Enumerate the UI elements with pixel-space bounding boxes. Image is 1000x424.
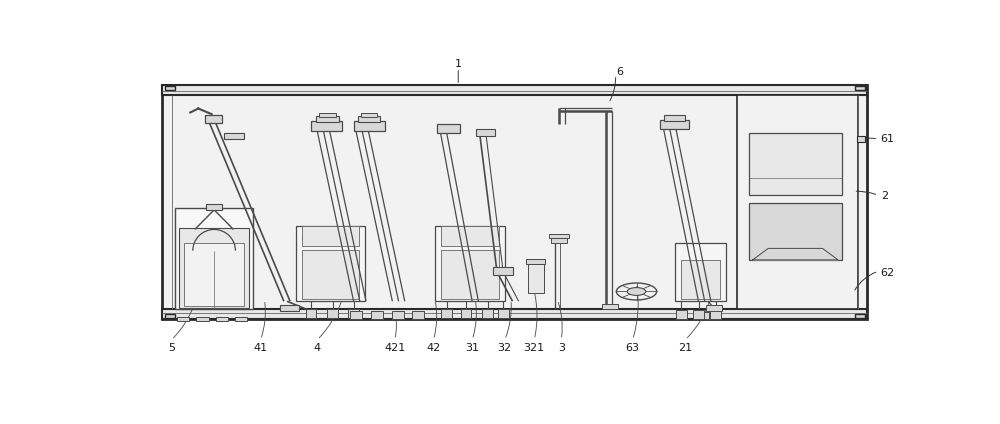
Text: 42: 42 <box>426 343 441 353</box>
Bar <box>706 305 722 311</box>
Bar <box>216 317 228 321</box>
Bar <box>693 310 704 318</box>
Bar <box>196 317 209 321</box>
Bar <box>660 120 689 129</box>
Text: 63: 63 <box>626 343 640 353</box>
Text: 31: 31 <box>465 343 479 353</box>
Bar <box>749 132 842 195</box>
Bar <box>549 234 569 237</box>
Bar <box>224 132 244 139</box>
Bar <box>392 311 404 318</box>
Bar <box>676 310 687 318</box>
Bar <box>235 317 247 321</box>
Bar <box>316 116 339 122</box>
Bar <box>162 85 867 319</box>
Bar <box>855 86 865 90</box>
Bar <box>179 228 249 308</box>
Bar <box>476 128 495 136</box>
Bar <box>437 124 460 132</box>
Bar <box>857 137 865 142</box>
Bar <box>358 116 380 122</box>
Bar <box>675 243 726 301</box>
Text: 4: 4 <box>314 343 321 353</box>
Bar <box>162 85 867 95</box>
Bar <box>302 226 359 246</box>
Bar <box>319 113 336 117</box>
Bar <box>205 114 222 123</box>
Bar <box>302 250 359 298</box>
Bar <box>493 268 512 274</box>
Bar <box>327 310 338 318</box>
Bar <box>296 226 365 301</box>
Text: 32: 32 <box>498 343 512 353</box>
Circle shape <box>627 287 646 296</box>
Polygon shape <box>753 248 838 260</box>
Bar <box>551 237 567 243</box>
Bar <box>681 259 720 298</box>
Bar <box>441 310 452 318</box>
Bar <box>710 310 721 318</box>
Text: 41: 41 <box>254 343 268 353</box>
Text: 5: 5 <box>168 343 175 353</box>
Bar <box>184 243 244 306</box>
Bar <box>311 121 342 131</box>
Bar <box>361 113 377 117</box>
Bar <box>526 259 545 264</box>
Bar <box>461 310 471 318</box>
Text: 421: 421 <box>384 343 405 353</box>
Text: 2: 2 <box>881 191 888 201</box>
Text: 21: 21 <box>678 343 692 353</box>
Text: 3: 3 <box>558 343 565 353</box>
Text: 62: 62 <box>881 268 895 278</box>
Bar <box>280 304 299 311</box>
Bar <box>371 311 383 318</box>
Bar <box>206 204 222 210</box>
Bar <box>165 86 175 90</box>
Bar <box>664 115 685 121</box>
Bar <box>354 121 385 131</box>
Bar <box>435 226 505 301</box>
Bar <box>348 310 359 318</box>
Bar <box>602 304 618 310</box>
Bar <box>412 311 424 318</box>
Bar <box>350 311 362 318</box>
Bar <box>695 312 709 318</box>
Text: 321: 321 <box>524 343 545 353</box>
Text: 1: 1 <box>455 59 462 69</box>
Bar <box>175 208 253 310</box>
Bar <box>737 95 858 310</box>
Bar <box>498 310 509 318</box>
Bar <box>306 310 316 318</box>
Text: 6: 6 <box>616 67 623 77</box>
Text: 61: 61 <box>881 134 895 144</box>
Bar <box>441 226 499 246</box>
Bar <box>177 317 189 321</box>
Bar <box>855 314 865 318</box>
Bar <box>441 250 499 298</box>
Bar <box>165 314 175 318</box>
Bar <box>749 203 842 260</box>
Bar <box>162 310 867 319</box>
Bar <box>528 264 544 293</box>
Bar <box>482 310 493 318</box>
